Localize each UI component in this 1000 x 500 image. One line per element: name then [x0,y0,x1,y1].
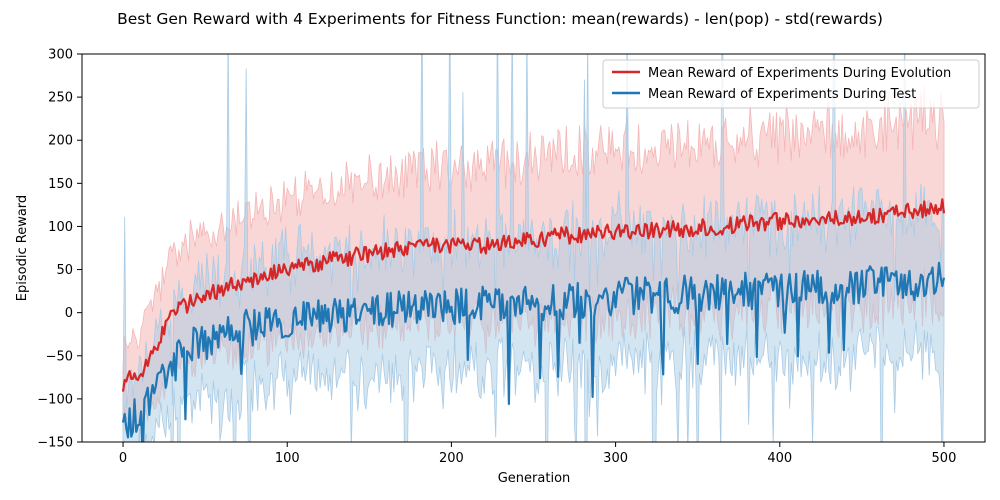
y-tick-label: 150 [48,177,73,192]
y-tick-label: 0 [65,306,73,321]
legend: Mean Reward of Experiments During Evolut… [602,59,980,109]
evolution-mean-line [121,198,946,392]
legend-box [602,59,980,109]
test-std-band [122,54,945,442]
x-tick-label: 200 [439,451,464,466]
x-axis-label: Generation [498,471,571,486]
x-axis: 0 100 200 300 400 500 [119,442,956,466]
plot-frame [81,53,986,443]
y-tick-label: −100 [37,392,73,407]
y-tick-label: −150 [37,436,73,451]
y-tick-label: 100 [48,220,73,235]
legend-label-test: Mean Reward of Experiments During Test [648,87,916,102]
y-axis: −150 −100 −50 0 50 100 150 200 250 300 [37,48,82,451]
y-tick-label: 200 [48,134,73,149]
x-tick-label: 500 [932,451,957,466]
y-tick-label: 300 [48,48,73,63]
chart-title: Best Gen Reward with 4 Experiments for F… [117,10,883,28]
y-tick-label: −50 [46,349,73,364]
x-tick-label: 400 [767,451,792,466]
x-tick-label: 300 [603,451,628,466]
plot-area [121,54,946,442]
legend-label-evolution: Mean Reward of Experiments During Evolut… [648,66,951,81]
y-tick-label: 250 [48,91,73,106]
x-tick-label: 100 [275,451,300,466]
y-axis-label: Episodic Reward [15,195,30,301]
test-mean-line [121,261,946,442]
y-tick-label: 50 [56,263,73,278]
x-tick-label: 0 [119,451,127,466]
